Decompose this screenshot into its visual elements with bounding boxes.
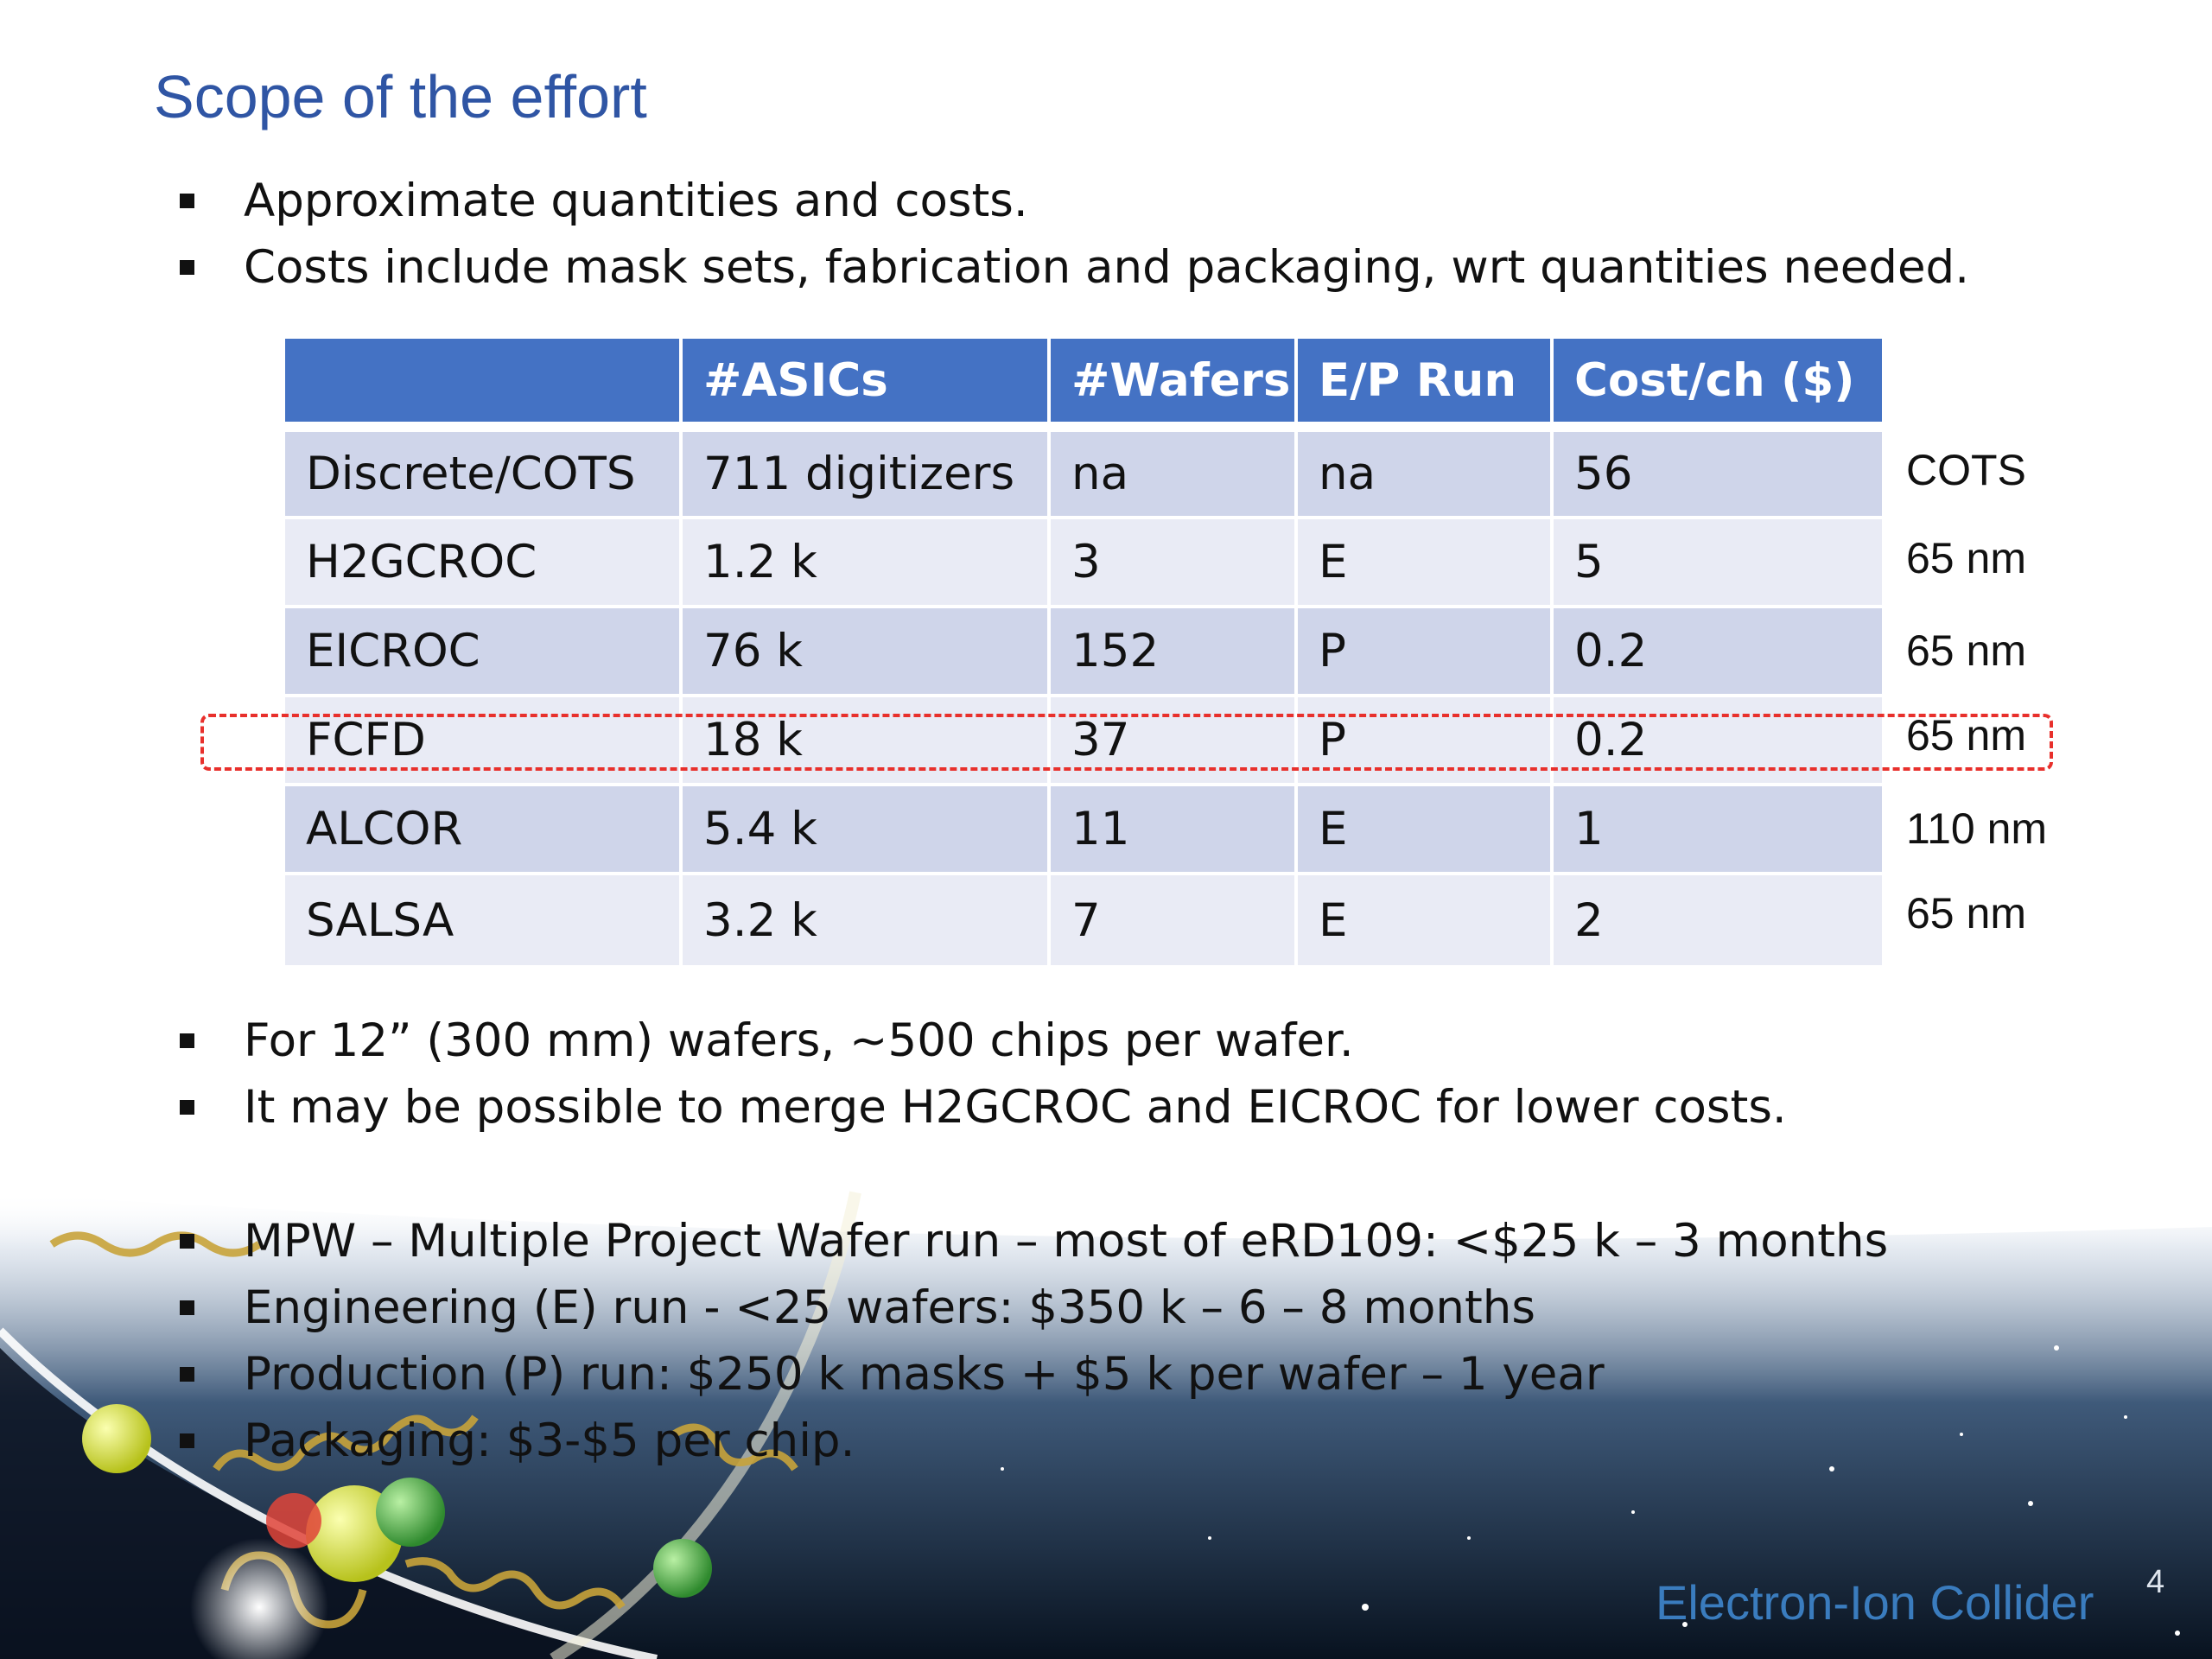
bullet-marker bbox=[180, 260, 194, 275]
table-cell: 0.2 bbox=[1554, 608, 1882, 694]
table-cell: 7 bbox=[1051, 875, 1294, 965]
asic-cost-table: #ASICs #Wafers E/P Run Cost/ch ($) Discr… bbox=[285, 339, 1882, 965]
bullet-text: MPW – Multiple Project Wafer run – most … bbox=[244, 1215, 1889, 1268]
table-cell: P bbox=[1298, 608, 1550, 694]
bullet-marker bbox=[180, 1033, 194, 1048]
table-cell: 11 bbox=[1051, 786, 1294, 872]
table-header-cell bbox=[285, 339, 679, 422]
process-node-note: 65 nm bbox=[1906, 626, 2026, 675]
table-cell: 3.2 k bbox=[683, 875, 1047, 965]
fcfd-highlight-box bbox=[200, 714, 2053, 771]
table-cell: 3 bbox=[1051, 519, 1294, 605]
table-cell: 76 k bbox=[683, 608, 1047, 694]
table-cell: E bbox=[1298, 786, 1550, 872]
process-node-note: COTS bbox=[1906, 446, 2026, 494]
table-cell: E bbox=[1298, 519, 1550, 605]
table-header-cell: E/P Run bbox=[1298, 339, 1550, 422]
process-node-note: 65 nm bbox=[1906, 534, 2026, 582]
bullet-marker bbox=[180, 1367, 194, 1382]
bullet-marker bbox=[180, 1433, 194, 1448]
table-cell: 152 bbox=[1051, 608, 1294, 694]
table-cell: SALSA bbox=[285, 875, 679, 965]
process-node-note: 65 nm bbox=[1906, 711, 2026, 760]
slide-title: Scope of the effort bbox=[154, 63, 647, 130]
bullet-text: Engineering (E) run - <25 wafers: $350 k… bbox=[244, 1281, 1535, 1334]
process-node-note: 65 nm bbox=[1906, 889, 2026, 938]
bullet-text: Approximate quantities and costs. bbox=[244, 175, 1028, 227]
table-cell: Discrete/COTS bbox=[285, 432, 679, 516]
table-cell: 5.4 k bbox=[683, 786, 1047, 872]
table-cell: 56 bbox=[1554, 432, 1882, 516]
bullet-text: For 12” (300 mm) wafers, ~500 chips per … bbox=[244, 1014, 1354, 1067]
table-cell: 2 bbox=[1554, 875, 1882, 965]
table-cell: na bbox=[1298, 432, 1550, 516]
table-cell: E bbox=[1298, 875, 1550, 965]
table-cell: 1.2 k bbox=[683, 519, 1047, 605]
table-cell: na bbox=[1051, 432, 1294, 516]
table-header-cell: Cost/ch ($) bbox=[1554, 339, 1882, 422]
process-node-note: 110 nm bbox=[1906, 804, 2048, 853]
table-header-cell: #ASICs bbox=[683, 339, 1047, 422]
bullet-marker bbox=[180, 1300, 194, 1315]
table-cell: H2GCROC bbox=[285, 519, 679, 605]
bullet-text: Packaging: $3-$5 per chip. bbox=[244, 1414, 855, 1467]
bullet-text: It may be possible to merge H2GCROC and … bbox=[244, 1081, 1787, 1134]
bullet-text: Production (P) run: $250 k masks + $5 k … bbox=[244, 1348, 1605, 1401]
table-cell: 1 bbox=[1554, 786, 1882, 872]
slide-number: 4 bbox=[2146, 1564, 2165, 1600]
table-header-cell: #Wafers bbox=[1051, 339, 1294, 422]
bullet-marker bbox=[180, 1100, 194, 1115]
bullet-marker bbox=[180, 194, 194, 208]
table-cell: 711 digitizers bbox=[683, 432, 1047, 516]
footer-brand: Electron-Ion Collider bbox=[1656, 1575, 2094, 1630]
table-cell: ALCOR bbox=[285, 786, 679, 872]
table-cell: EICROC bbox=[285, 608, 679, 694]
bullet-marker bbox=[180, 1234, 194, 1249]
table-cell: 5 bbox=[1554, 519, 1882, 605]
bullet-text: Costs include mask sets, fabrication and… bbox=[244, 241, 1970, 294]
